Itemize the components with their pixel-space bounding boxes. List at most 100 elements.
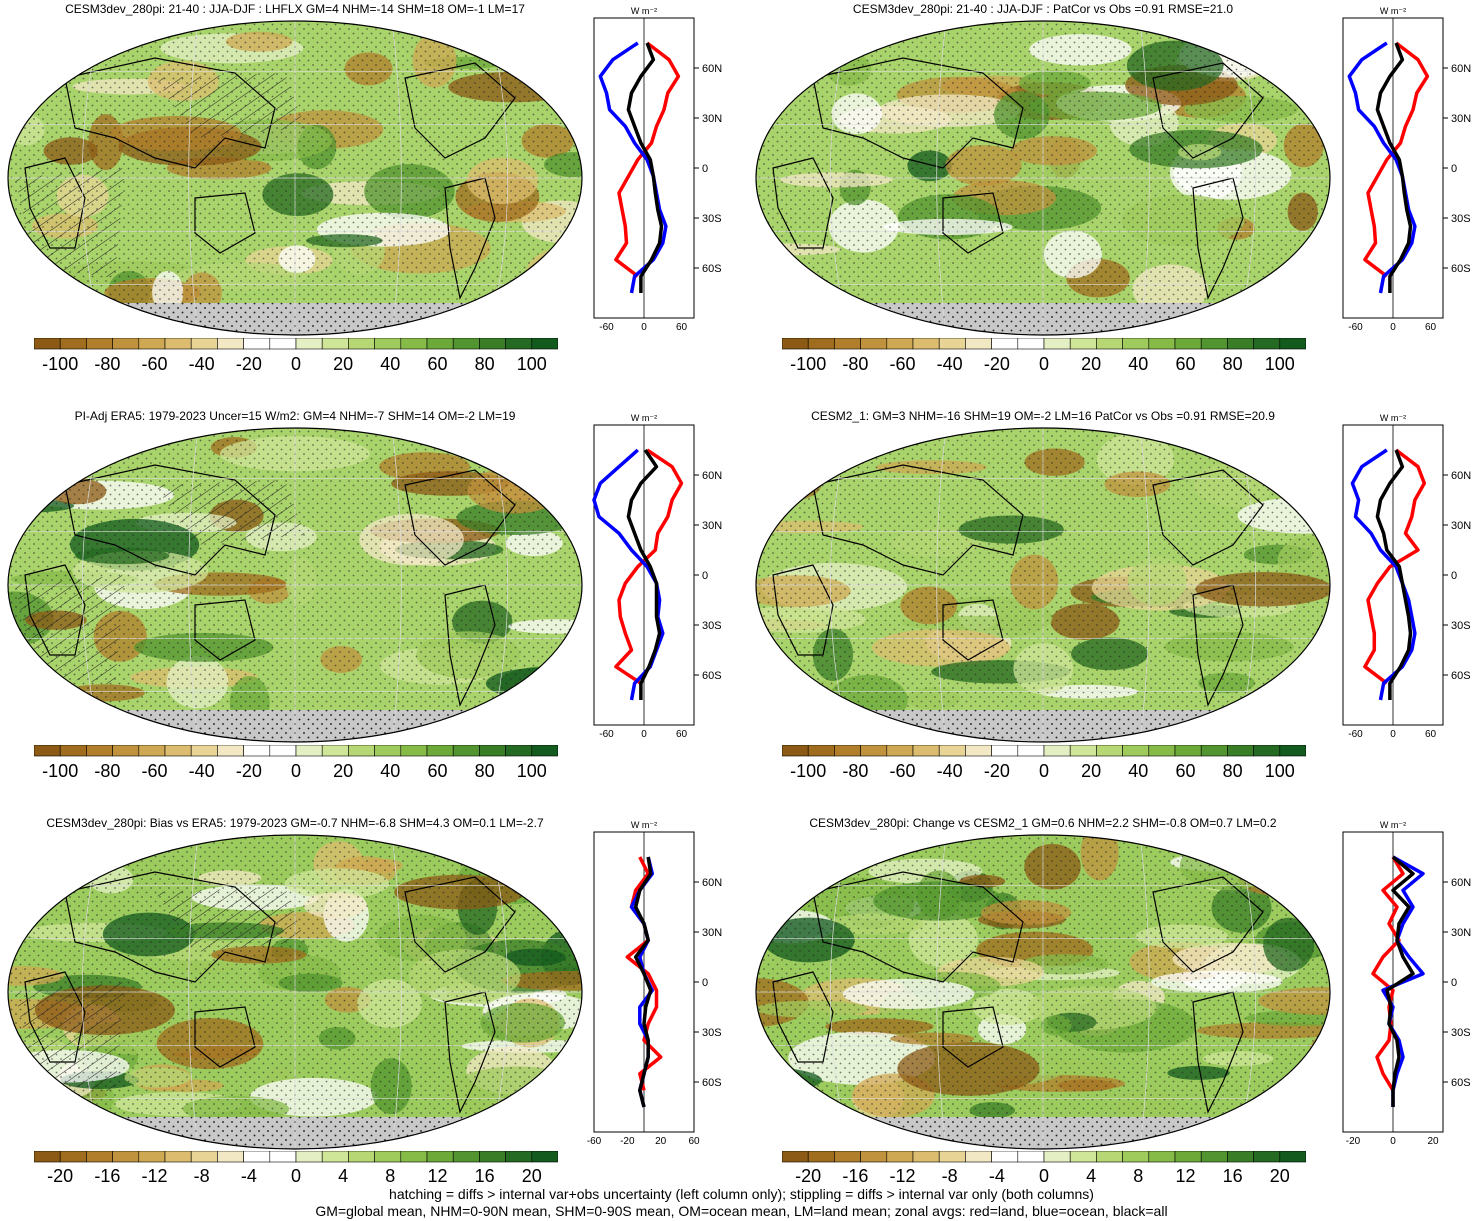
colorbar-swatch bbox=[1227, 1151, 1254, 1163]
colorbar-swatch bbox=[400, 338, 428, 350]
colorbar-swatch bbox=[1017, 745, 1045, 757]
colorbar-label: 60 bbox=[1175, 354, 1196, 374]
zonal-ytick-label: 0 bbox=[702, 977, 708, 989]
colorbar-swatch bbox=[452, 745, 480, 757]
colorbar-swatch bbox=[1096, 338, 1123, 350]
colorbar-label: -80 bbox=[842, 354, 869, 374]
zonal-ytick-label: 60S bbox=[702, 1077, 722, 1089]
zonal-xticks: -20 0 20 bbox=[1343, 1136, 1443, 1150]
zonal-units-label: W m⁻² bbox=[631, 820, 657, 830]
zonal-ytick-label: 0 bbox=[702, 570, 708, 582]
zonal-xtick-label: -60 bbox=[599, 322, 614, 333]
world-map bbox=[755, 427, 1331, 743]
colorbar-swatch bbox=[1200, 745, 1228, 757]
colorbar-label: -60 bbox=[141, 761, 168, 781]
colorbar-label: -20 bbox=[983, 761, 1010, 781]
zonal-line-all bbox=[1375, 42, 1413, 293]
zonal-line-all bbox=[626, 42, 664, 293]
colorbar-swatch bbox=[834, 338, 861, 350]
colorbar-swatch bbox=[860, 1151, 888, 1163]
colorbar-swatch bbox=[938, 1151, 966, 1163]
zonal-xtick-label: 60 bbox=[675, 322, 688, 333]
colorbar-label: -8 bbox=[193, 1166, 210, 1186]
zonal-ytick-label: 60N bbox=[1451, 470, 1471, 482]
colorbar bbox=[34, 338, 558, 350]
colorbar-swatch bbox=[1227, 745, 1254, 757]
colorbar-label: -20 bbox=[47, 1166, 74, 1186]
zonal-xtick-label: 0 bbox=[641, 729, 647, 740]
colorbar-label: -20 bbox=[235, 761, 262, 781]
zonal-units-label: W m⁻² bbox=[631, 413, 657, 423]
colorbar-swatch bbox=[1174, 338, 1202, 350]
colorbar-swatch bbox=[164, 338, 192, 350]
colorbar-swatch bbox=[1148, 1151, 1176, 1163]
colorbar-swatch bbox=[1043, 338, 1071, 350]
colorbar-label: 40 bbox=[1128, 761, 1149, 781]
zonal-xtick-label: -20 bbox=[1345, 1136, 1361, 1147]
colorbar-swatch bbox=[860, 338, 888, 350]
panel-6: CESM3dev_280pi: Change vs CESM2_1 GM=0.6… bbox=[748, 814, 1483, 1214]
zonal-ytick-label: 0 bbox=[1451, 977, 1457, 989]
colorbar-swatch bbox=[938, 745, 966, 757]
zonal-ytick-label: 0 bbox=[1451, 163, 1457, 175]
colorbar-swatch bbox=[912, 1151, 940, 1163]
colorbar-swatch bbox=[374, 338, 402, 350]
colorbar-swatch bbox=[86, 745, 113, 757]
colorbar-swatch bbox=[452, 1151, 480, 1163]
colorbar-label: -80 bbox=[842, 761, 869, 781]
colorbar-swatch bbox=[321, 1151, 349, 1163]
zonal-ytick-label: 0 bbox=[702, 163, 708, 175]
colorbar-swatch bbox=[912, 745, 940, 757]
panel-title: CESM3dev_280pi: Bias vs ERA5: 1979-2023 … bbox=[46, 816, 544, 830]
zonal-ytick-label: 60N bbox=[702, 877, 722, 889]
colorbar-swatch bbox=[965, 338, 992, 350]
zonal-ytick-label: 60S bbox=[702, 263, 722, 275]
zonal-ytick-label: 60S bbox=[702, 670, 722, 682]
colorbar-swatch bbox=[34, 1151, 61, 1163]
colorbar bbox=[34, 1151, 558, 1163]
colorbar-swatch bbox=[295, 745, 323, 757]
zonal-ytick-label: 30S bbox=[1451, 620, 1471, 632]
zonal-xtick-label: -20 bbox=[620, 1136, 635, 1147]
zonal-xtick-label: 0 bbox=[1390, 322, 1396, 333]
panel-title: PI-Adj ERA5: 1979-2023 Uncer=15 W/m2: GM… bbox=[74, 409, 516, 423]
colorbar-swatch bbox=[1174, 1151, 1202, 1163]
colorbar-label: -60 bbox=[141, 354, 168, 374]
colorbar-label: -12 bbox=[889, 1166, 916, 1186]
colorbar-swatch bbox=[505, 745, 533, 757]
panel-title: CESM2_1: GM=3 NHM=-16 SHM=19 OM=-2 LM=16… bbox=[811, 409, 1275, 423]
colorbar-swatch bbox=[190, 338, 218, 350]
zonal-xtick-label: -60 bbox=[586, 1136, 602, 1147]
world-map bbox=[7, 427, 583, 743]
colorbar-label: 60 bbox=[1175, 761, 1196, 781]
colorbar bbox=[34, 745, 558, 757]
colorbar-swatch bbox=[1279, 745, 1306, 757]
zonal-line-land bbox=[1371, 856, 1405, 1092]
zonal-xtick-label: 0 bbox=[1390, 1136, 1396, 1147]
colorbar-swatch bbox=[807, 1151, 835, 1163]
colorbar-label: -20 bbox=[235, 354, 262, 374]
zonal-xticks: -60 0 60 bbox=[1343, 322, 1443, 336]
colorbar-label: 100 bbox=[516, 354, 547, 374]
colorbar-swatch bbox=[1279, 1151, 1306, 1163]
panel-5: CESM3dev_280pi: Bias vs ERA5: 1979-2023 … bbox=[0, 814, 735, 1214]
colorbar-label: 20 bbox=[333, 761, 354, 781]
panel-3: PI-Adj ERA5: 1979-2023 Uncer=15 W/m2: GM… bbox=[0, 407, 735, 807]
colorbar-labels: -100 -80 -60 -40 -20 0 20 40 60 80 100 bbox=[782, 354, 1306, 376]
colorbar-label: -100 bbox=[42, 354, 79, 374]
colorbar-swatch bbox=[59, 1151, 87, 1163]
colorbar-swatch bbox=[269, 745, 297, 757]
zonal-xtick-label: -60 bbox=[599, 729, 614, 740]
colorbar-labels: -100 -80 -60 -40 -20 0 20 40 60 80 100 bbox=[34, 354, 558, 376]
zonal-xticks: -60 0 60 bbox=[594, 729, 694, 743]
colorbar-label: 0 bbox=[1038, 354, 1050, 374]
colorbar-swatch bbox=[1200, 1151, 1228, 1163]
colorbar-label: -16 bbox=[842, 1166, 869, 1186]
colorbar-swatch bbox=[1069, 1151, 1097, 1163]
zonal-mean-plot: W m⁻² 60N 30N 0 30S 60S bbox=[593, 820, 722, 1133]
colorbar-swatch bbox=[1017, 1151, 1045, 1163]
colorbar-swatch bbox=[295, 338, 323, 350]
colorbar-label: 40 bbox=[380, 761, 401, 781]
zonal-ytick-label: 30S bbox=[1451, 213, 1471, 225]
zonal-units-label: W m⁻² bbox=[631, 6, 657, 16]
